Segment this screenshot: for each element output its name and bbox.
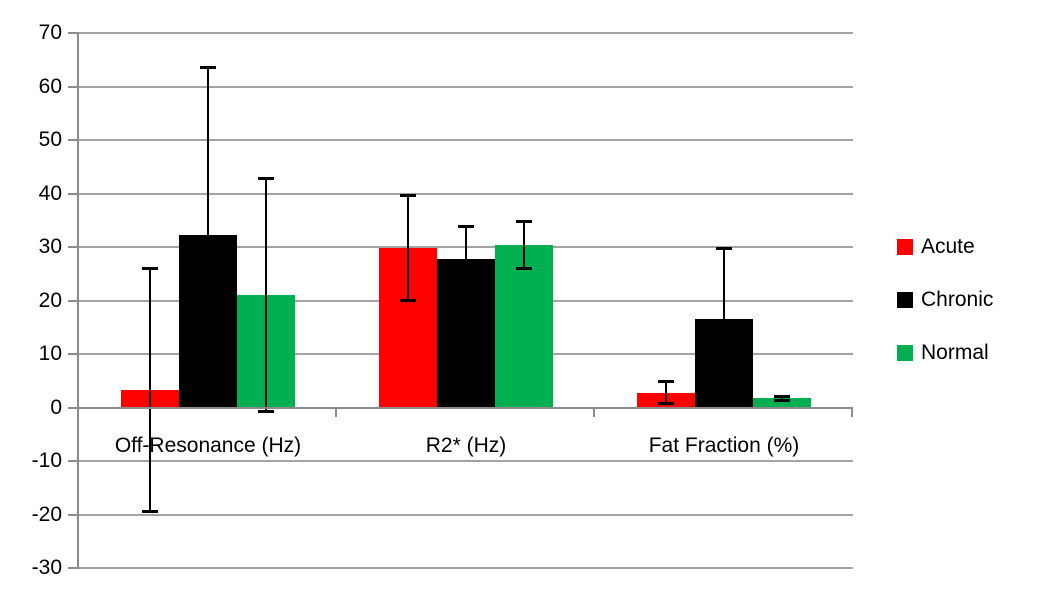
error-bar-chronic-cap-bottom xyxy=(458,290,474,294)
gridline xyxy=(79,139,853,141)
legend: Acute Chronic Normal xyxy=(897,231,993,390)
error-bar-normal-cap-bottom xyxy=(774,399,790,403)
legend-swatch-acute xyxy=(897,239,913,255)
error-bar-normal-cap-top xyxy=(774,394,790,398)
error-bar-acute-cap-bottom xyxy=(142,510,158,514)
gridline xyxy=(79,567,853,569)
error-bar-normal-whisker xyxy=(265,177,267,413)
error-bar-chronic-cap-bottom xyxy=(200,401,216,405)
y-tick-label: -30 xyxy=(31,556,62,579)
x-axis-tick xyxy=(851,407,853,417)
error-bar-normal-whisker xyxy=(523,221,525,270)
error-bar-normal-cap-top xyxy=(258,176,274,180)
error-bar-acute-cap-top xyxy=(142,267,158,271)
gridline xyxy=(79,32,853,34)
y-tick-label: 30 xyxy=(38,235,62,258)
error-bar-chronic-cap-top xyxy=(200,66,216,70)
error-bar-normal-cap-top xyxy=(516,220,532,224)
y-axis-tick xyxy=(68,299,77,302)
y-axis-tick xyxy=(68,85,77,88)
y-axis-tick xyxy=(68,246,77,248)
error-bar-acute-whisker xyxy=(149,268,151,513)
legend-label-normal: Normal xyxy=(921,341,989,364)
error-bar-acute-cap-top xyxy=(400,194,416,198)
y-tick-label: 0 xyxy=(50,395,62,419)
error-bar-chronic-whisker xyxy=(207,67,209,404)
legend-label-acute: Acute xyxy=(921,235,975,258)
error-bar-chronic-cap-top xyxy=(458,225,474,229)
y-axis-tick xyxy=(68,32,77,34)
y-tick-label: 50 xyxy=(38,128,62,151)
error-bar-chronic-whisker xyxy=(723,248,725,391)
bar-normal xyxy=(495,245,553,408)
error-bar-acute-whisker xyxy=(665,381,667,404)
error-bar-acute-cap-bottom xyxy=(400,299,416,303)
bar-normal xyxy=(753,398,811,408)
y-axis-tick xyxy=(68,192,77,195)
x-axis-tick xyxy=(593,407,595,417)
legend-item-normal: Normal xyxy=(897,337,993,369)
legend-item-acute: Acute xyxy=(897,231,993,263)
x-axis-tick xyxy=(335,407,337,417)
y-tick-label: 60 xyxy=(38,74,62,98)
gridline xyxy=(79,460,853,462)
error-bar-acute-cap-bottom xyxy=(658,401,674,405)
y-axis-tick xyxy=(68,567,77,569)
error-bar-acute-whisker xyxy=(407,195,409,302)
y-tick-label: -20 xyxy=(31,502,62,526)
error-bar-chronic-whisker xyxy=(465,226,467,293)
category-label: Off-Resonance (Hz) xyxy=(114,434,302,457)
y-axis-tick xyxy=(68,460,77,462)
y-tick-label: 70 xyxy=(38,21,62,44)
y-axis-line xyxy=(77,32,79,569)
legend-item-chronic: Chronic xyxy=(897,284,993,316)
error-bar-normal-whisker xyxy=(781,395,783,402)
gridline xyxy=(79,513,853,516)
y-tick-label: 20 xyxy=(38,288,62,312)
error-bar-normal-cap-bottom xyxy=(516,267,532,271)
gridline xyxy=(79,192,853,195)
legend-label-chronic: Chronic xyxy=(921,288,994,311)
y-axis-tick xyxy=(68,513,77,516)
y-axis-tick xyxy=(68,139,77,141)
gridline xyxy=(79,85,853,88)
category-label: R2* (Hz) xyxy=(425,434,507,457)
x-axis-line xyxy=(77,406,853,409)
error-bar-acute-cap-top xyxy=(658,380,674,384)
y-tick-label: -10 xyxy=(31,449,62,472)
legend-swatch-chronic xyxy=(897,292,913,308)
error-bar-normal-cap-bottom xyxy=(258,410,274,414)
y-tick-label: 40 xyxy=(38,181,62,205)
error-bar-chronic-cap-top xyxy=(716,247,732,251)
y-tick-label: 10 xyxy=(38,342,62,365)
category-label: Fat Fraction (%) xyxy=(648,434,800,457)
y-axis-tick xyxy=(68,353,77,355)
y-axis-tick xyxy=(68,406,77,409)
error-bar-chronic-cap-bottom xyxy=(716,388,732,392)
legend-swatch-normal xyxy=(897,345,913,361)
